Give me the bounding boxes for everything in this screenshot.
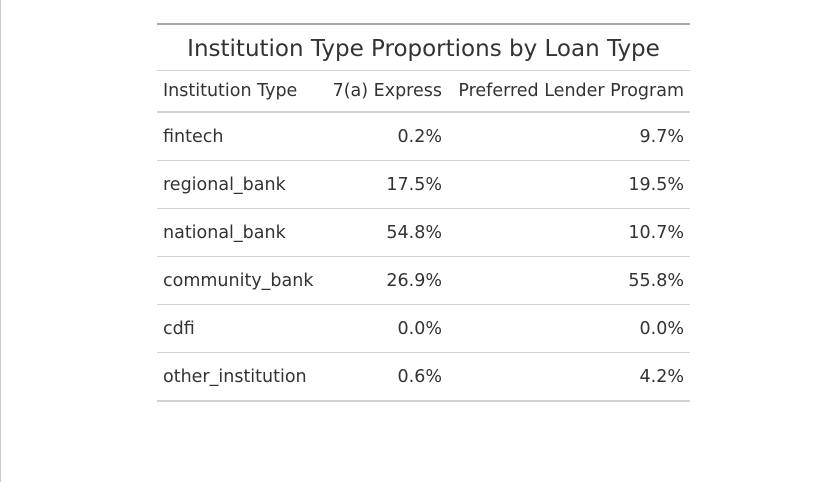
- table-title: Institution Type Proportions by Loan Typ…: [157, 23, 690, 71]
- cell-preferred-lender-program: 4.2%: [448, 352, 690, 402]
- cell-7a-express: 17.5%: [319, 160, 448, 209]
- table-row: community_bank 26.9% 55.8%: [157, 256, 690, 305]
- header-row: Institution Type 7(a) Express Preferred …: [157, 71, 690, 113]
- table-container: Institution Type Proportions by Loan Typ…: [157, 23, 690, 402]
- proportions-table: Institution Type Proportions by Loan Typ…: [157, 23, 690, 402]
- table-row: cdfi 0.0% 0.0%: [157, 304, 690, 353]
- cell-institution-type: other_institution: [157, 352, 319, 402]
- cell-institution-type: regional_bank: [157, 160, 319, 209]
- cell-7a-express: 0.0%: [319, 304, 448, 353]
- cell-preferred-lender-program: 0.0%: [448, 304, 690, 353]
- cell-institution-type: community_bank: [157, 256, 319, 305]
- cell-institution-type: cdfi: [157, 304, 319, 353]
- table-row: national_bank 54.8% 10.7%: [157, 208, 690, 257]
- table-row: regional_bank 17.5% 19.5%: [157, 160, 690, 209]
- window-left-edge: [0, 0, 1, 482]
- cell-7a-express: 0.6%: [319, 352, 448, 402]
- table-row: fintech 0.2% 9.7%: [157, 112, 690, 161]
- cell-institution-type: national_bank: [157, 208, 319, 257]
- cell-preferred-lender-program: 9.7%: [448, 112, 690, 161]
- cell-preferred-lender-program: 19.5%: [448, 160, 690, 209]
- cell-institution-type: fintech: [157, 112, 319, 161]
- cell-7a-express: 26.9%: [319, 256, 448, 305]
- column-header-institution-type: Institution Type: [157, 71, 319, 113]
- column-header-7a-express: 7(a) Express: [319, 71, 448, 113]
- cell-7a-express: 54.8%: [319, 208, 448, 257]
- cell-preferred-lender-program: 10.7%: [448, 208, 690, 257]
- cell-preferred-lender-program: 55.8%: [448, 256, 690, 305]
- table-row: other_institution 0.6% 4.2%: [157, 352, 690, 402]
- cell-7a-express: 0.2%: [319, 112, 448, 161]
- column-header-preferred-lender-program: Preferred Lender Program: [448, 71, 690, 113]
